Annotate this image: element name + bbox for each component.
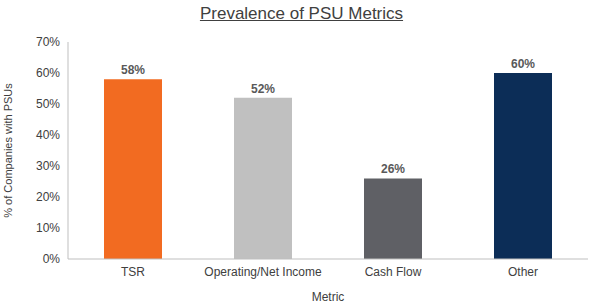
svg-text:% of Companies with PSUs: % of Companies with PSUs — [2, 83, 14, 218]
svg-text:60%: 60% — [511, 57, 535, 71]
svg-text:58%: 58% — [121, 63, 145, 77]
svg-text:Cash Flow: Cash Flow — [365, 265, 422, 279]
svg-text:0%: 0% — [43, 252, 61, 266]
svg-text:26%: 26% — [381, 162, 405, 176]
svg-text:30%: 30% — [36, 159, 60, 173]
svg-text:52%: 52% — [251, 82, 275, 96]
svg-text:10%: 10% — [36, 221, 60, 235]
svg-text:Metric: Metric — [312, 290, 345, 304]
svg-text:50%: 50% — [36, 97, 60, 111]
svg-text:20%: 20% — [36, 190, 60, 204]
html-text:Prevalence of PSU Metrics: Prevalence of PSU Metrics — [199, 4, 404, 23]
svg-text:Operating/Net Income: Operating/Net Income — [204, 265, 322, 279]
svg-text:Other: Other — [508, 265, 538, 279]
svg-text:40%: 40% — [36, 128, 60, 142]
svg-text:70%: 70% — [36, 35, 60, 49]
svg-text:TSR: TSR — [121, 265, 145, 279]
svg-text:60%: 60% — [36, 66, 60, 80]
